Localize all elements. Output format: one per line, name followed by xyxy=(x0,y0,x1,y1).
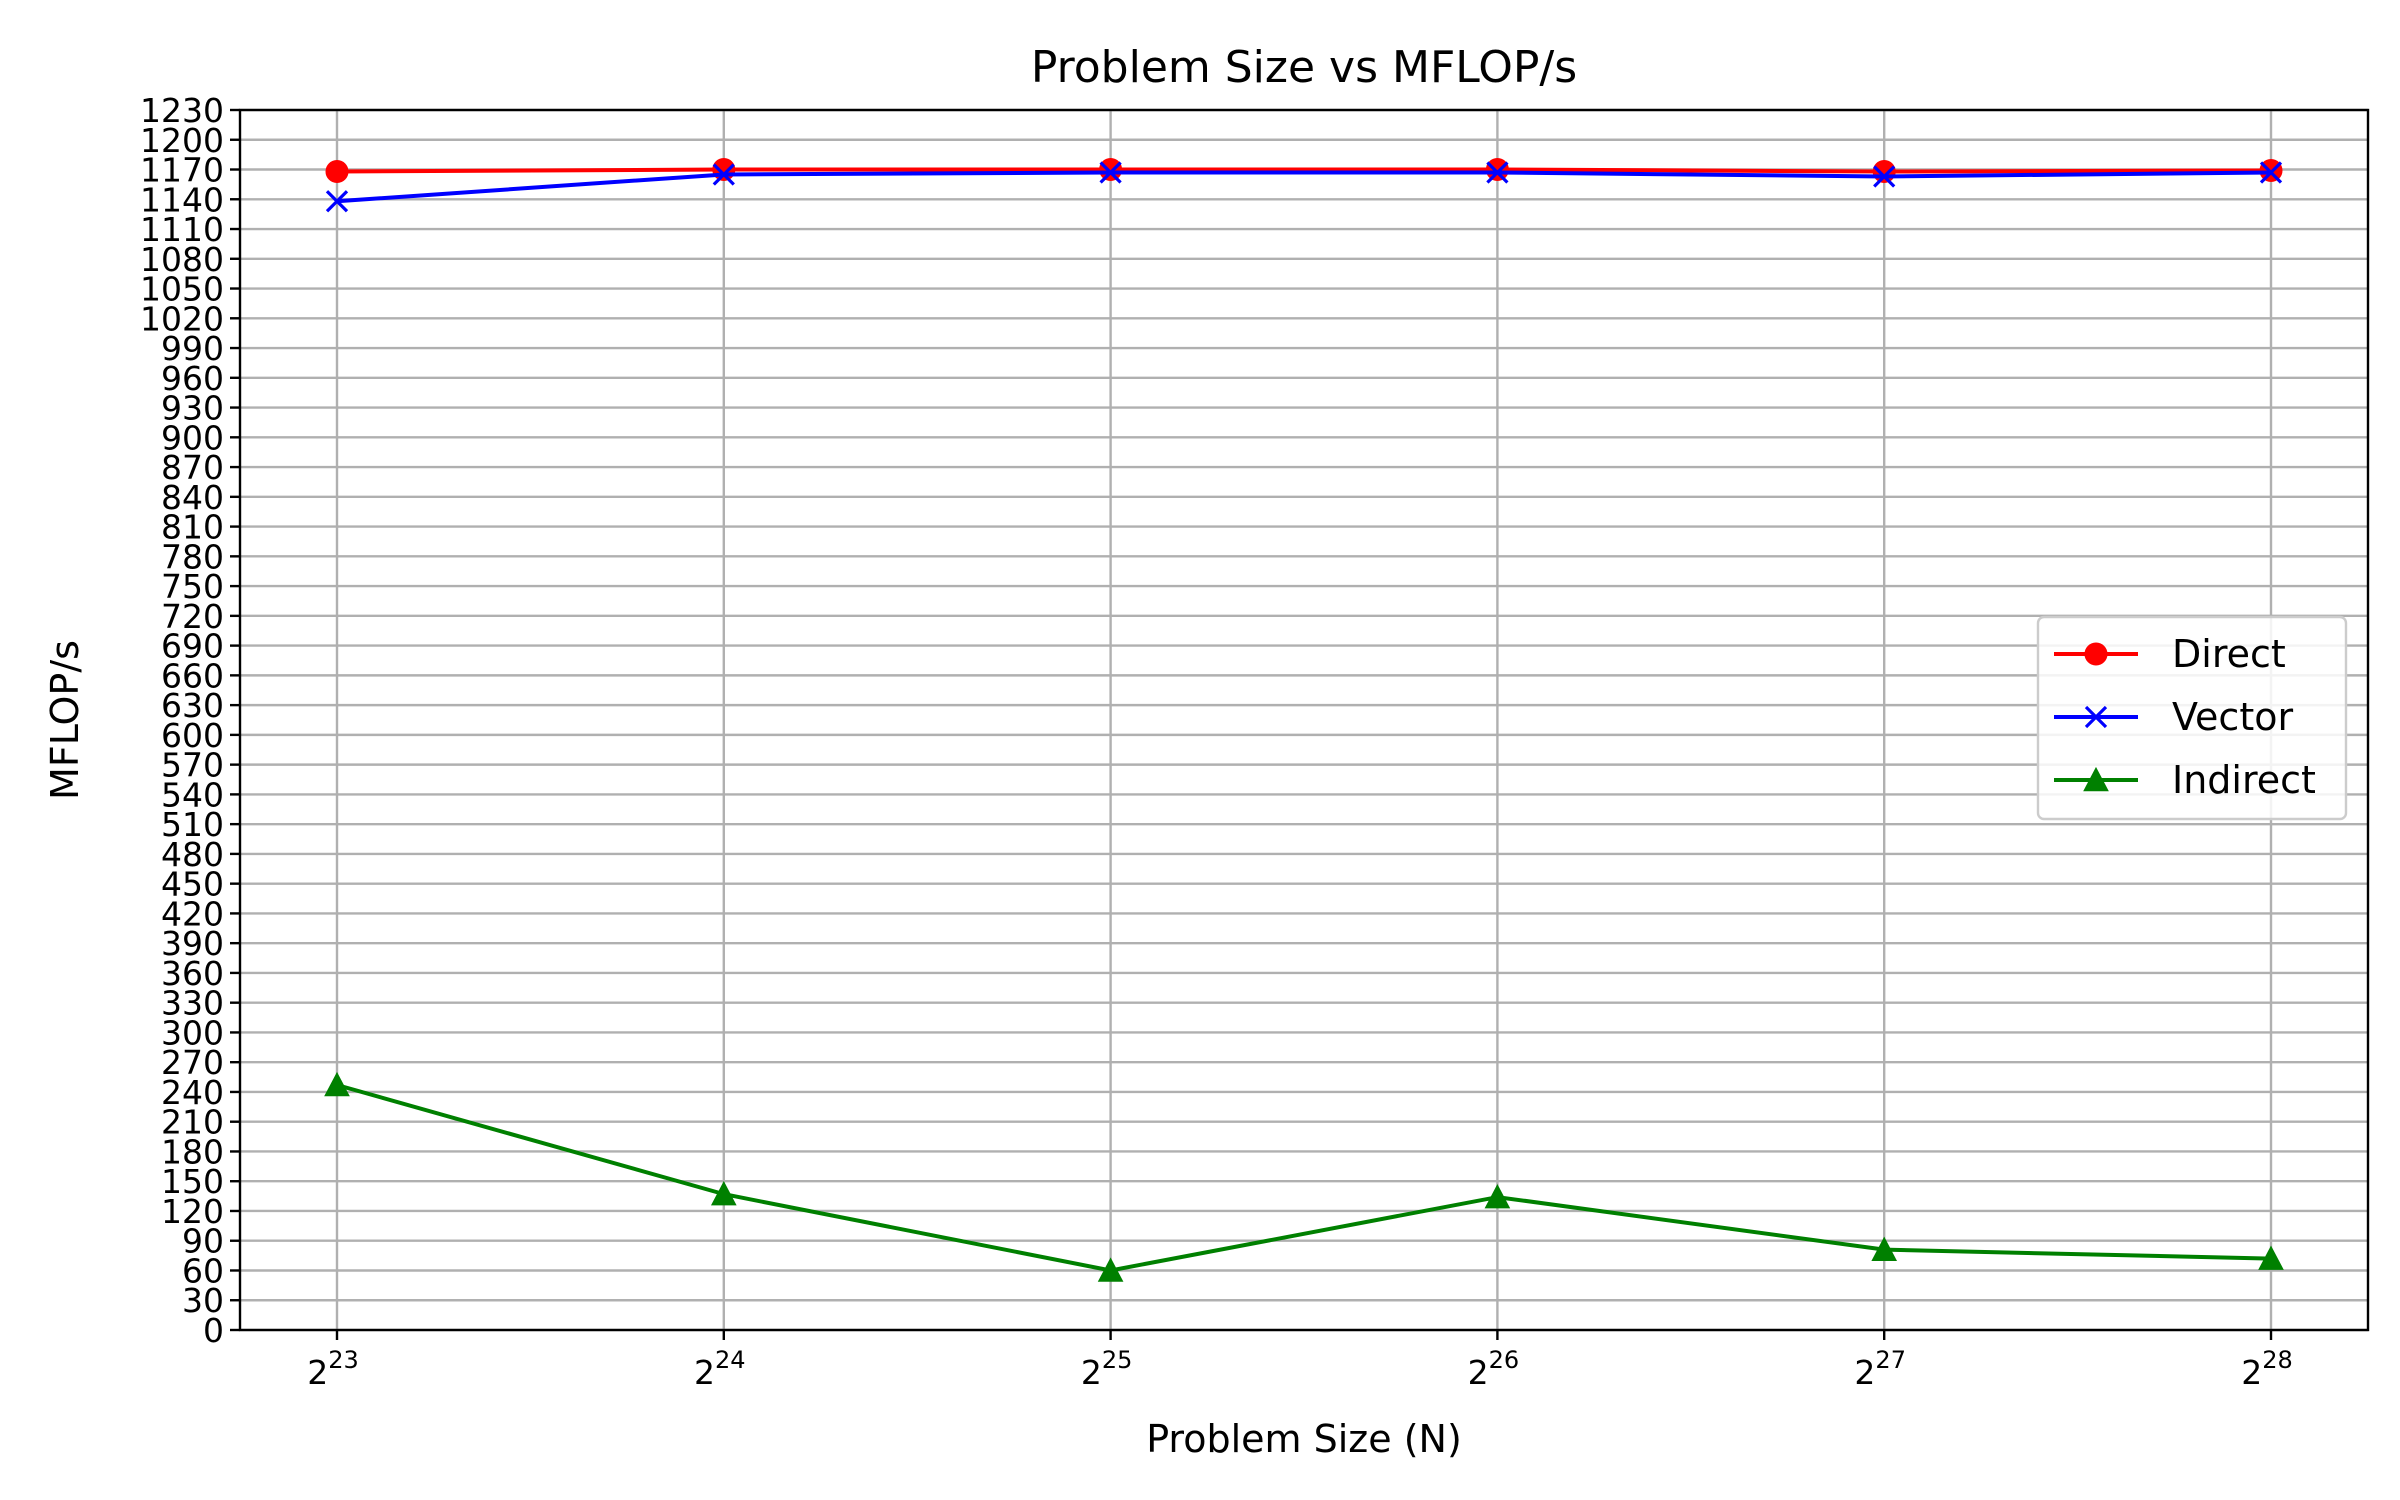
y-tick-label: 420 xyxy=(161,894,224,933)
data-point-vector xyxy=(325,190,349,213)
legend-marker-vector xyxy=(2084,705,2108,729)
legend-box xyxy=(2036,615,2348,821)
x-tick-label: 223 xyxy=(307,1346,359,1392)
y-tick-label: 600 xyxy=(161,716,224,755)
y-tick-label: 30 xyxy=(182,1281,224,1320)
y-tick-label: 330 xyxy=(161,984,224,1023)
plot-frame xyxy=(238,108,2370,1332)
x-axis-label: Problem Size (N) xyxy=(1146,1417,1462,1461)
y-tick-label: 1020 xyxy=(140,299,224,338)
y-tick-label: 1050 xyxy=(140,270,224,309)
y-axis-ticks: 0306090120150180210240270300330360390420… xyxy=(140,91,240,1350)
y-tick-label: 1170 xyxy=(140,151,224,190)
y-tick-label: 870 xyxy=(161,448,224,487)
y-tick-label: 570 xyxy=(161,746,224,785)
legend-label-direct: Direct xyxy=(2172,632,2286,676)
legend-label-indirect: Indirect xyxy=(2172,758,2316,802)
y-tick-label: 1080 xyxy=(140,240,224,279)
y-tick-label: 270 xyxy=(161,1043,224,1082)
grid-lines xyxy=(240,108,2368,1332)
y-tick-label: 750 xyxy=(161,567,224,606)
y-tick-label: 60 xyxy=(182,1251,224,1290)
series-layer xyxy=(324,158,2284,1282)
data-point-indirect xyxy=(710,1181,737,1206)
x-tick-label: 224 xyxy=(694,1346,746,1392)
chart-title: Problem Size vs MFLOP/s xyxy=(1031,42,1577,93)
y-tick-label: 390 xyxy=(161,924,224,963)
data-point-indirect xyxy=(1871,1236,1898,1261)
y-tick-label: 990 xyxy=(161,329,224,368)
data-point-vector xyxy=(712,163,735,186)
series-line-indirect xyxy=(336,1083,2272,1273)
data-point-indirect xyxy=(2258,1245,2284,1270)
y-tick-label: 930 xyxy=(161,389,224,428)
y-tick-label: 0 xyxy=(203,1311,224,1350)
y-tick-label: 810 xyxy=(161,508,224,547)
y-tick-label: 780 xyxy=(161,537,224,576)
data-point-direct xyxy=(712,158,736,182)
y-tick-label: 450 xyxy=(161,865,224,904)
y-tick-label: 510 xyxy=(161,805,224,844)
y-tick-label: 960 xyxy=(161,359,224,398)
y-tick-label: 1200 xyxy=(140,121,224,160)
y-tick-label: 1110 xyxy=(140,210,224,249)
x-tick-label: 228 xyxy=(2241,1346,2293,1392)
x-tick-label: 226 xyxy=(1468,1346,1520,1392)
data-point-direct xyxy=(1485,158,1509,182)
y-tick-label: 240 xyxy=(161,1073,224,1112)
y-tick-label: 180 xyxy=(161,1132,224,1171)
data-point-direct xyxy=(1099,158,1123,182)
y-tick-label: 1230 xyxy=(140,91,224,130)
data-point-vector xyxy=(1099,161,1122,184)
series-line-direct xyxy=(336,167,2272,174)
y-tick-label: 90 xyxy=(182,1222,224,1261)
data-point-direct xyxy=(325,159,349,183)
y-tick-label: 150 xyxy=(161,1162,224,1201)
y-tick-label: 540 xyxy=(161,775,224,814)
y-axis-label: MFLOP/s xyxy=(43,640,87,800)
legend-marker-indirect xyxy=(2083,766,2109,792)
y-tick-label: 720 xyxy=(161,597,224,636)
data-point-vector xyxy=(1486,161,1509,184)
y-tick-label: 630 xyxy=(161,686,224,725)
y-tick-label: 210 xyxy=(161,1103,224,1142)
y-tick-label: 660 xyxy=(161,656,224,695)
x-axis-ticks: 223 224 225 226 227 228 xyxy=(307,1330,2293,1392)
data-point-vector xyxy=(2259,161,2283,184)
y-tick-label: 840 xyxy=(161,478,224,517)
data-point-indirect xyxy=(1097,1257,1124,1282)
legend-label-vector: Vector xyxy=(2172,695,2293,739)
y-tick-label: 120 xyxy=(161,1192,224,1231)
y-tick-label: 300 xyxy=(161,1013,224,1052)
legend-marker-direct xyxy=(2084,642,2108,666)
x-tick-label: 227 xyxy=(1854,1346,1906,1392)
series-line-vector xyxy=(336,170,2272,204)
data-point-indirect xyxy=(1484,1184,1511,1209)
y-tick-label: 900 xyxy=(161,418,224,457)
data-point-vector xyxy=(1873,165,1896,188)
data-point-indirect xyxy=(324,1071,350,1097)
y-tick-label: 360 xyxy=(161,954,224,993)
y-tick-label: 1140 xyxy=(140,180,224,219)
legend: Direct Vector Indirect xyxy=(2036,615,2348,821)
y-tick-label: 690 xyxy=(161,627,224,666)
data-point-direct xyxy=(1872,159,1896,183)
x-tick-label: 225 xyxy=(1081,1346,1133,1392)
y-tick-label: 480 xyxy=(161,835,224,874)
